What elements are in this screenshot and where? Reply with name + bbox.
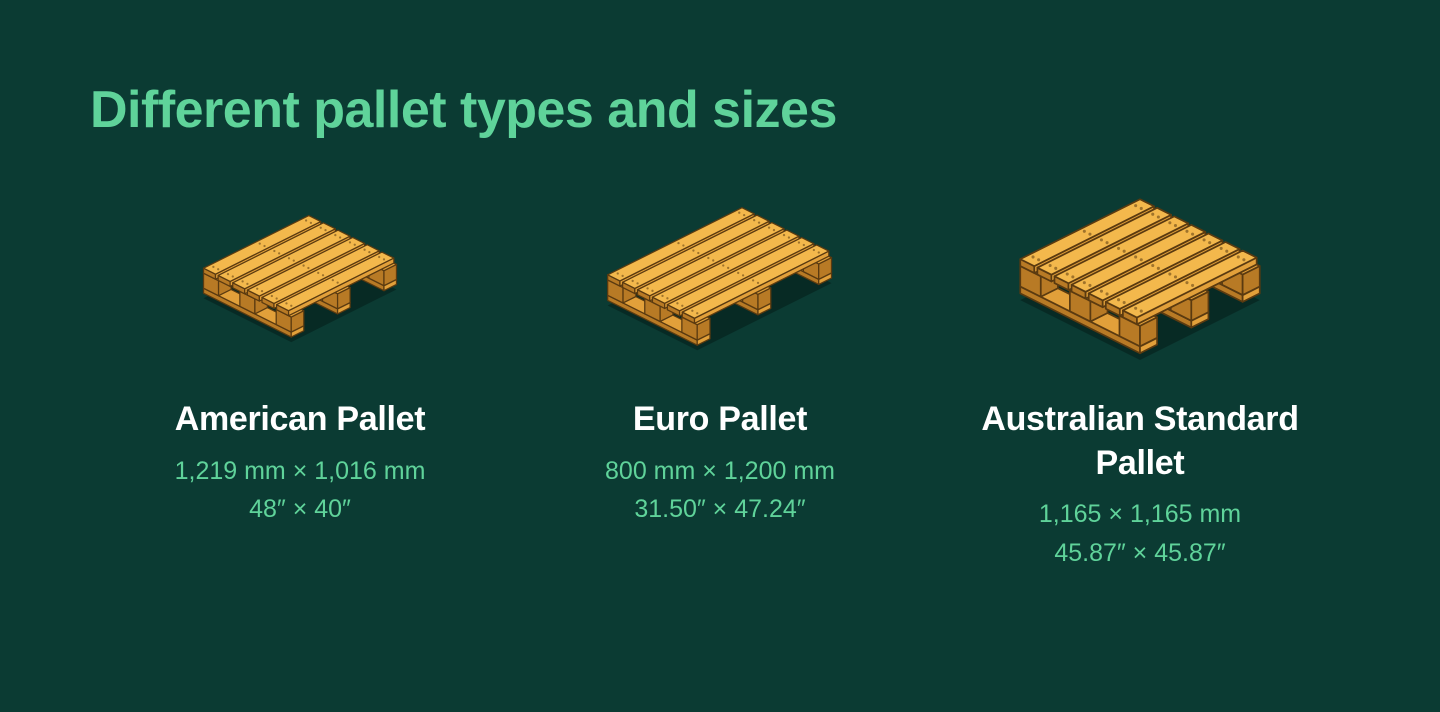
pallet-name: Australian Standard Pallet (940, 398, 1340, 485)
pallet-row: American Pallet 1,219 mm × 1,016 mm48″ × … (90, 176, 1350, 573)
pallet-dim-mm: 1,165 × 1,165 mm (1039, 495, 1241, 534)
pallet-icon (196, 176, 404, 376)
pallet-icon (600, 176, 839, 376)
infographic-canvas: Different pallet types and sizes America… (0, 0, 1440, 712)
page-title: Different pallet types and sizes (90, 80, 1350, 140)
pallet-dim-in: 31.50″ × 47.24″ (634, 490, 805, 529)
pallet-dim-in: 48″ × 40″ (249, 490, 351, 529)
pallet-dim-mm: 1,219 mm × 1,016 mm (175, 452, 426, 491)
pallet-icon (1010, 176, 1270, 376)
pallet-name: American Pallet (175, 398, 426, 442)
pallet-name: Euro Pallet (633, 398, 807, 442)
pallet-dim-mm: 800 mm × 1,200 mm (605, 452, 835, 491)
pallet-dim-in: 45.87″ × 45.87″ (1054, 534, 1225, 573)
pallet-card-euro: Euro Pallet 800 mm × 1,200 mm31.50″ × 47.… (510, 176, 930, 529)
pallet-card-american: American Pallet 1,219 mm × 1,016 mm48″ × … (90, 176, 510, 529)
pallet-card-australian: Australian Standard Pallet 1,165 × 1,165 … (930, 176, 1350, 573)
